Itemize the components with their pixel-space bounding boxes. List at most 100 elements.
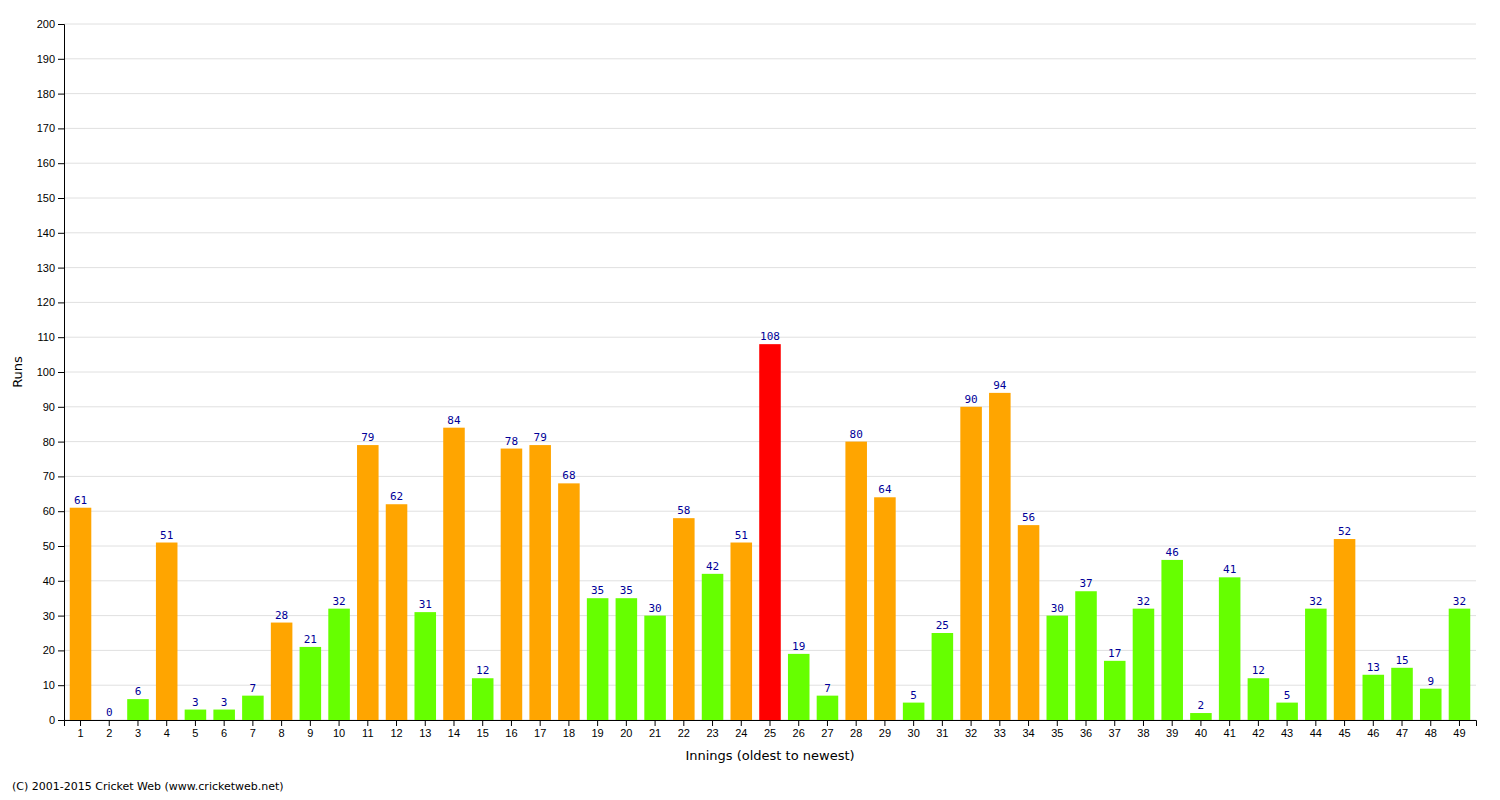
y-tick-label: 150: [37, 192, 55, 204]
data-label: 41: [1223, 563, 1236, 576]
x-tick-mark: [770, 720, 771, 726]
x-tick-label: 15: [477, 727, 489, 739]
data-label: 32: [1309, 595, 1322, 608]
bar: [1420, 689, 1442, 720]
data-label: 17: [1108, 647, 1121, 660]
bar: [558, 483, 580, 720]
x-tick-label: 48: [1425, 727, 1437, 739]
x-tick: 23: [706, 720, 718, 739]
x-tick: 35: [1051, 720, 1063, 739]
x-tick-label: 32: [965, 727, 977, 739]
y-tick-label: 60: [43, 505, 55, 517]
x-tick: 36: [1080, 720, 1092, 739]
bar: [1305, 609, 1327, 720]
bar: [501, 449, 523, 720]
y-tick-label: 40: [43, 575, 55, 587]
x-tick-label: 25: [764, 727, 776, 739]
y-tick-label: 160: [37, 157, 55, 169]
data-label: 30: [648, 602, 661, 615]
y-tick-label: 140: [37, 227, 55, 239]
data-label: 35: [620, 584, 633, 597]
grid: [64, 24, 1476, 720]
y-tick: 110: [37, 331, 64, 343]
y-tick-label: 50: [43, 540, 55, 552]
x-tick: 28: [850, 720, 862, 739]
x-axis: 1234567891011121314151617181920212223242…: [65, 720, 1477, 739]
x-tick: 16: [505, 720, 517, 739]
bar: [730, 543, 752, 720]
bar: [673, 518, 695, 720]
x-tick-label: 47: [1396, 727, 1408, 739]
bar: [1161, 560, 1183, 720]
x-tick-mark: [942, 720, 943, 726]
bar: [300, 647, 322, 720]
data-label: 46: [1166, 546, 1179, 559]
data-label: 6: [135, 685, 142, 698]
y-tick-label: 170: [37, 122, 55, 134]
x-tick-mark: [252, 720, 253, 726]
y-tick-mark: [58, 442, 64, 443]
y-tick: 20: [43, 644, 64, 656]
x-tick-label: 7: [250, 727, 256, 739]
x-tick-label: 4: [164, 727, 170, 739]
y-tick-label: 130: [37, 262, 55, 274]
x-tick-label: 18: [563, 727, 575, 739]
y-tick-mark: [58, 650, 64, 651]
y-tick-mark: [58, 94, 64, 95]
x-tick-label: 16: [505, 727, 517, 739]
x-tick-mark: [109, 720, 110, 726]
x-tick-mark: [913, 720, 914, 726]
y-tick-mark: [58, 616, 64, 617]
data-label: 12: [1252, 664, 1265, 677]
data-label: 64: [878, 483, 892, 496]
x-tick-label: 40: [1195, 727, 1207, 739]
x-tick-label: 28: [850, 727, 862, 739]
x-tick-label: 1: [77, 727, 83, 739]
x-tick: 8: [279, 720, 285, 739]
x-tick: 37: [1109, 720, 1121, 739]
data-label: 19: [792, 640, 805, 653]
x-tick-mark: [655, 720, 656, 726]
x-tick-mark: [80, 720, 81, 726]
x-tick-label: 37: [1109, 727, 1121, 739]
y-tick-label: 110: [37, 331, 55, 343]
x-tick-mark: [1200, 720, 1201, 726]
y-tick-mark: [58, 24, 64, 25]
bar: [127, 699, 149, 720]
x-tick-mark: [1459, 720, 1460, 726]
x-tick-label: 36: [1080, 727, 1092, 739]
x-tick-label: 12: [390, 727, 402, 739]
x-tick-mark: [741, 720, 742, 726]
y-tick-label: 10: [43, 679, 55, 691]
data-labels: 6106513372821327962318412787968353530584…: [74, 330, 1466, 719]
bar: [960, 407, 982, 720]
bar: [1133, 609, 1155, 720]
y-tick: 130: [37, 262, 64, 274]
x-tick-mark: [798, 720, 799, 726]
x-tick-label: 17: [534, 727, 546, 739]
x-tick: 22: [678, 720, 690, 739]
bar: [1248, 678, 1270, 720]
x-tick-mark: [971, 720, 972, 726]
y-tick-mark: [58, 476, 64, 477]
grid-line: [64, 128, 1476, 129]
x-tick-label: 31: [936, 727, 948, 739]
bar: [903, 703, 925, 720]
bar: [1276, 703, 1298, 720]
x-tick-label: 49: [1453, 727, 1465, 739]
x-tick-mark: [1344, 720, 1345, 726]
bar: [213, 710, 235, 720]
x-tick-mark: [1172, 720, 1173, 726]
bar: [1391, 668, 1413, 720]
data-label: 21: [304, 633, 317, 646]
bar: [70, 508, 92, 720]
x-tick-label: 22: [678, 727, 690, 739]
x-tick-label: 45: [1338, 727, 1350, 739]
data-label: 12: [476, 664, 489, 677]
x-tick-mark: [1315, 720, 1316, 726]
x-tick-mark: [137, 720, 138, 726]
x-tick: 49: [1453, 720, 1465, 739]
data-label: 58: [677, 504, 690, 517]
data-label: 79: [361, 431, 374, 444]
data-label: 5: [910, 689, 917, 702]
